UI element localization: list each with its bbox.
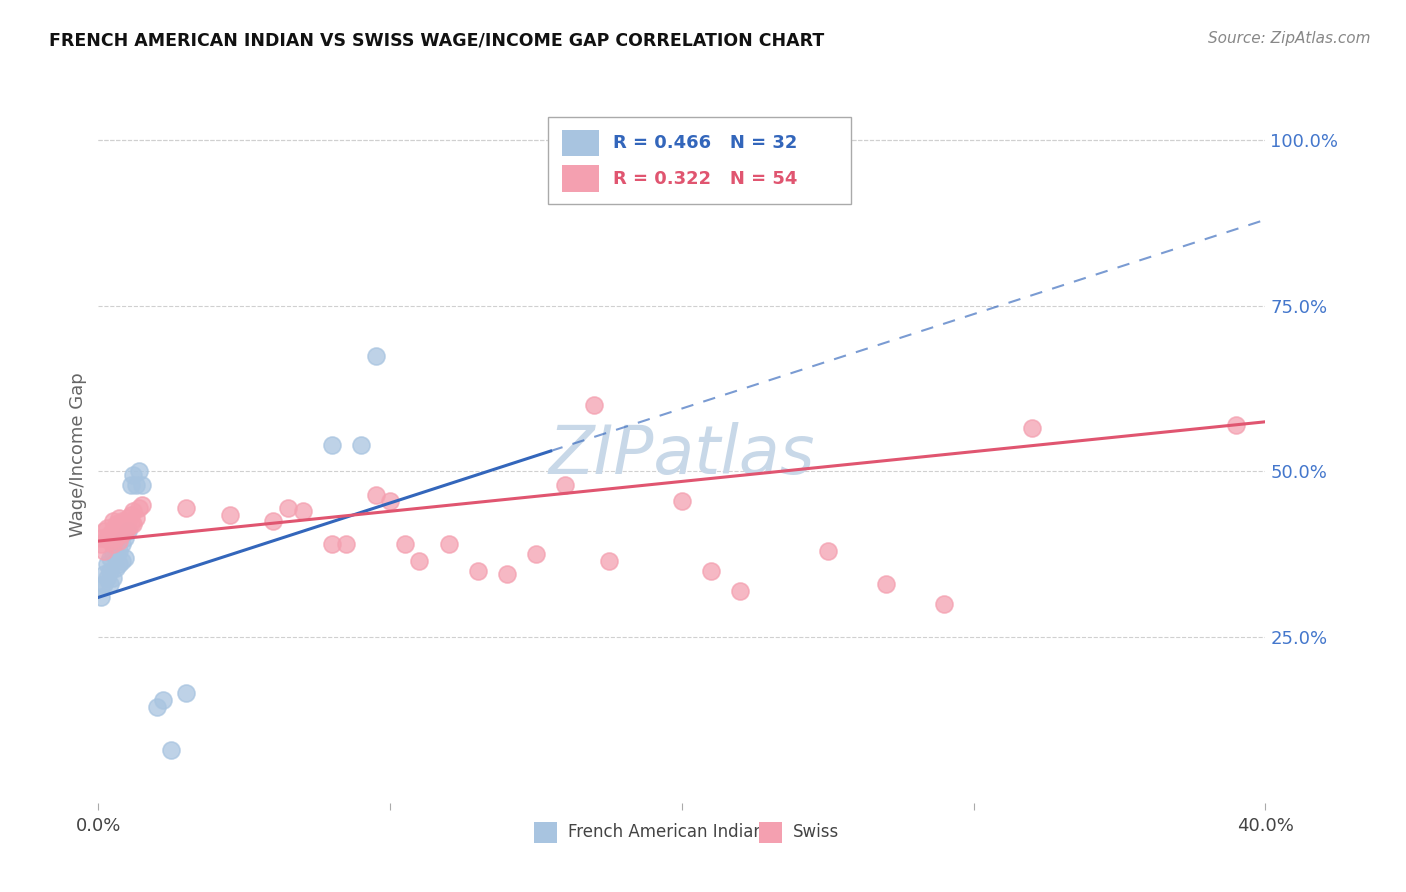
Text: Source: ZipAtlas.com: Source: ZipAtlas.com: [1208, 31, 1371, 46]
Point: [524, 547, 547, 561]
Point: [98, 564, 121, 578]
Point: [554, 477, 576, 491]
Point: [321, 438, 343, 452]
Point: [671, 494, 693, 508]
Point: [120, 508, 142, 522]
Point: [101, 547, 124, 561]
Bar: [548, 118, 851, 204]
Point: [378, 494, 402, 508]
Text: French American Indians: French American Indians: [568, 823, 773, 841]
Point: [98, 527, 121, 541]
Point: [291, 504, 314, 518]
Point: [114, 524, 136, 538]
Point: [96, 558, 118, 572]
Point: [120, 477, 142, 491]
Point: [104, 531, 127, 545]
Point: [728, 583, 751, 598]
Point: [495, 567, 517, 582]
Point: [437, 537, 460, 551]
Point: [98, 577, 121, 591]
Text: FRENCH AMERICAN INDIAN VS SWISS WAGE/INCOME GAP CORRELATION CHART: FRENCH AMERICAN INDIAN VS SWISS WAGE/INC…: [49, 31, 824, 49]
Point: [117, 521, 139, 535]
Point: [111, 514, 134, 528]
Point: [131, 498, 153, 512]
Point: [583, 398, 606, 412]
Point: [467, 564, 489, 578]
Point: [98, 550, 121, 565]
Point: [90, 591, 112, 605]
Point: [96, 521, 118, 535]
Point: [321, 537, 343, 551]
Point: [122, 467, 145, 482]
Point: [93, 577, 115, 591]
Point: [364, 488, 387, 502]
Y-axis label: Wage/Income Gap: Wage/Income Gap: [69, 373, 87, 537]
Point: [128, 465, 150, 479]
Point: [160, 743, 183, 757]
Point: [90, 531, 112, 545]
Point: [408, 554, 430, 568]
Point: [174, 500, 197, 515]
Point: [350, 438, 373, 452]
Text: R = 0.466   N = 32: R = 0.466 N = 32: [613, 134, 797, 153]
Point: [335, 537, 357, 551]
Point: [364, 349, 387, 363]
Bar: [759, 822, 782, 843]
Point: [125, 511, 148, 525]
Point: [108, 544, 131, 558]
Point: [598, 554, 620, 568]
Point: [277, 500, 299, 515]
Point: [104, 560, 127, 574]
Text: ZIPatlas: ZIPatlas: [548, 422, 815, 488]
Point: [93, 524, 115, 538]
Point: [122, 517, 145, 532]
Bar: [562, 166, 599, 192]
Point: [108, 521, 131, 535]
Point: [108, 534, 131, 549]
Point: [101, 524, 124, 538]
Point: [1021, 421, 1043, 435]
Point: [96, 531, 118, 545]
Point: [101, 570, 124, 584]
Point: [934, 597, 956, 611]
Point: [122, 504, 145, 518]
Point: [120, 517, 142, 532]
Point: [146, 699, 169, 714]
Point: [128, 500, 150, 515]
Point: [108, 558, 131, 572]
Point: [90, 581, 112, 595]
Point: [875, 577, 897, 591]
Point: [101, 537, 124, 551]
Point: [111, 537, 134, 551]
Point: [93, 544, 115, 558]
Point: [111, 554, 134, 568]
Point: [125, 477, 148, 491]
Point: [101, 514, 124, 528]
Point: [114, 550, 136, 565]
Point: [108, 511, 131, 525]
Point: [96, 570, 118, 584]
Point: [262, 514, 284, 528]
Point: [174, 686, 197, 700]
Point: [117, 524, 139, 538]
Text: R = 0.322   N = 54: R = 0.322 N = 54: [613, 169, 797, 187]
Point: [90, 537, 112, 551]
Point: [93, 567, 115, 582]
Text: Swiss: Swiss: [793, 823, 839, 841]
Point: [104, 517, 127, 532]
Point: [394, 537, 416, 551]
Point: [1225, 418, 1247, 433]
Point: [152, 693, 174, 707]
Point: [131, 477, 153, 491]
Point: [817, 544, 839, 558]
Point: [117, 511, 139, 525]
Bar: [534, 822, 557, 843]
Point: [104, 547, 127, 561]
Point: [218, 508, 240, 522]
Point: [111, 527, 134, 541]
Point: [114, 531, 136, 545]
Point: [98, 534, 121, 549]
Point: [700, 564, 723, 578]
Bar: [562, 130, 599, 156]
